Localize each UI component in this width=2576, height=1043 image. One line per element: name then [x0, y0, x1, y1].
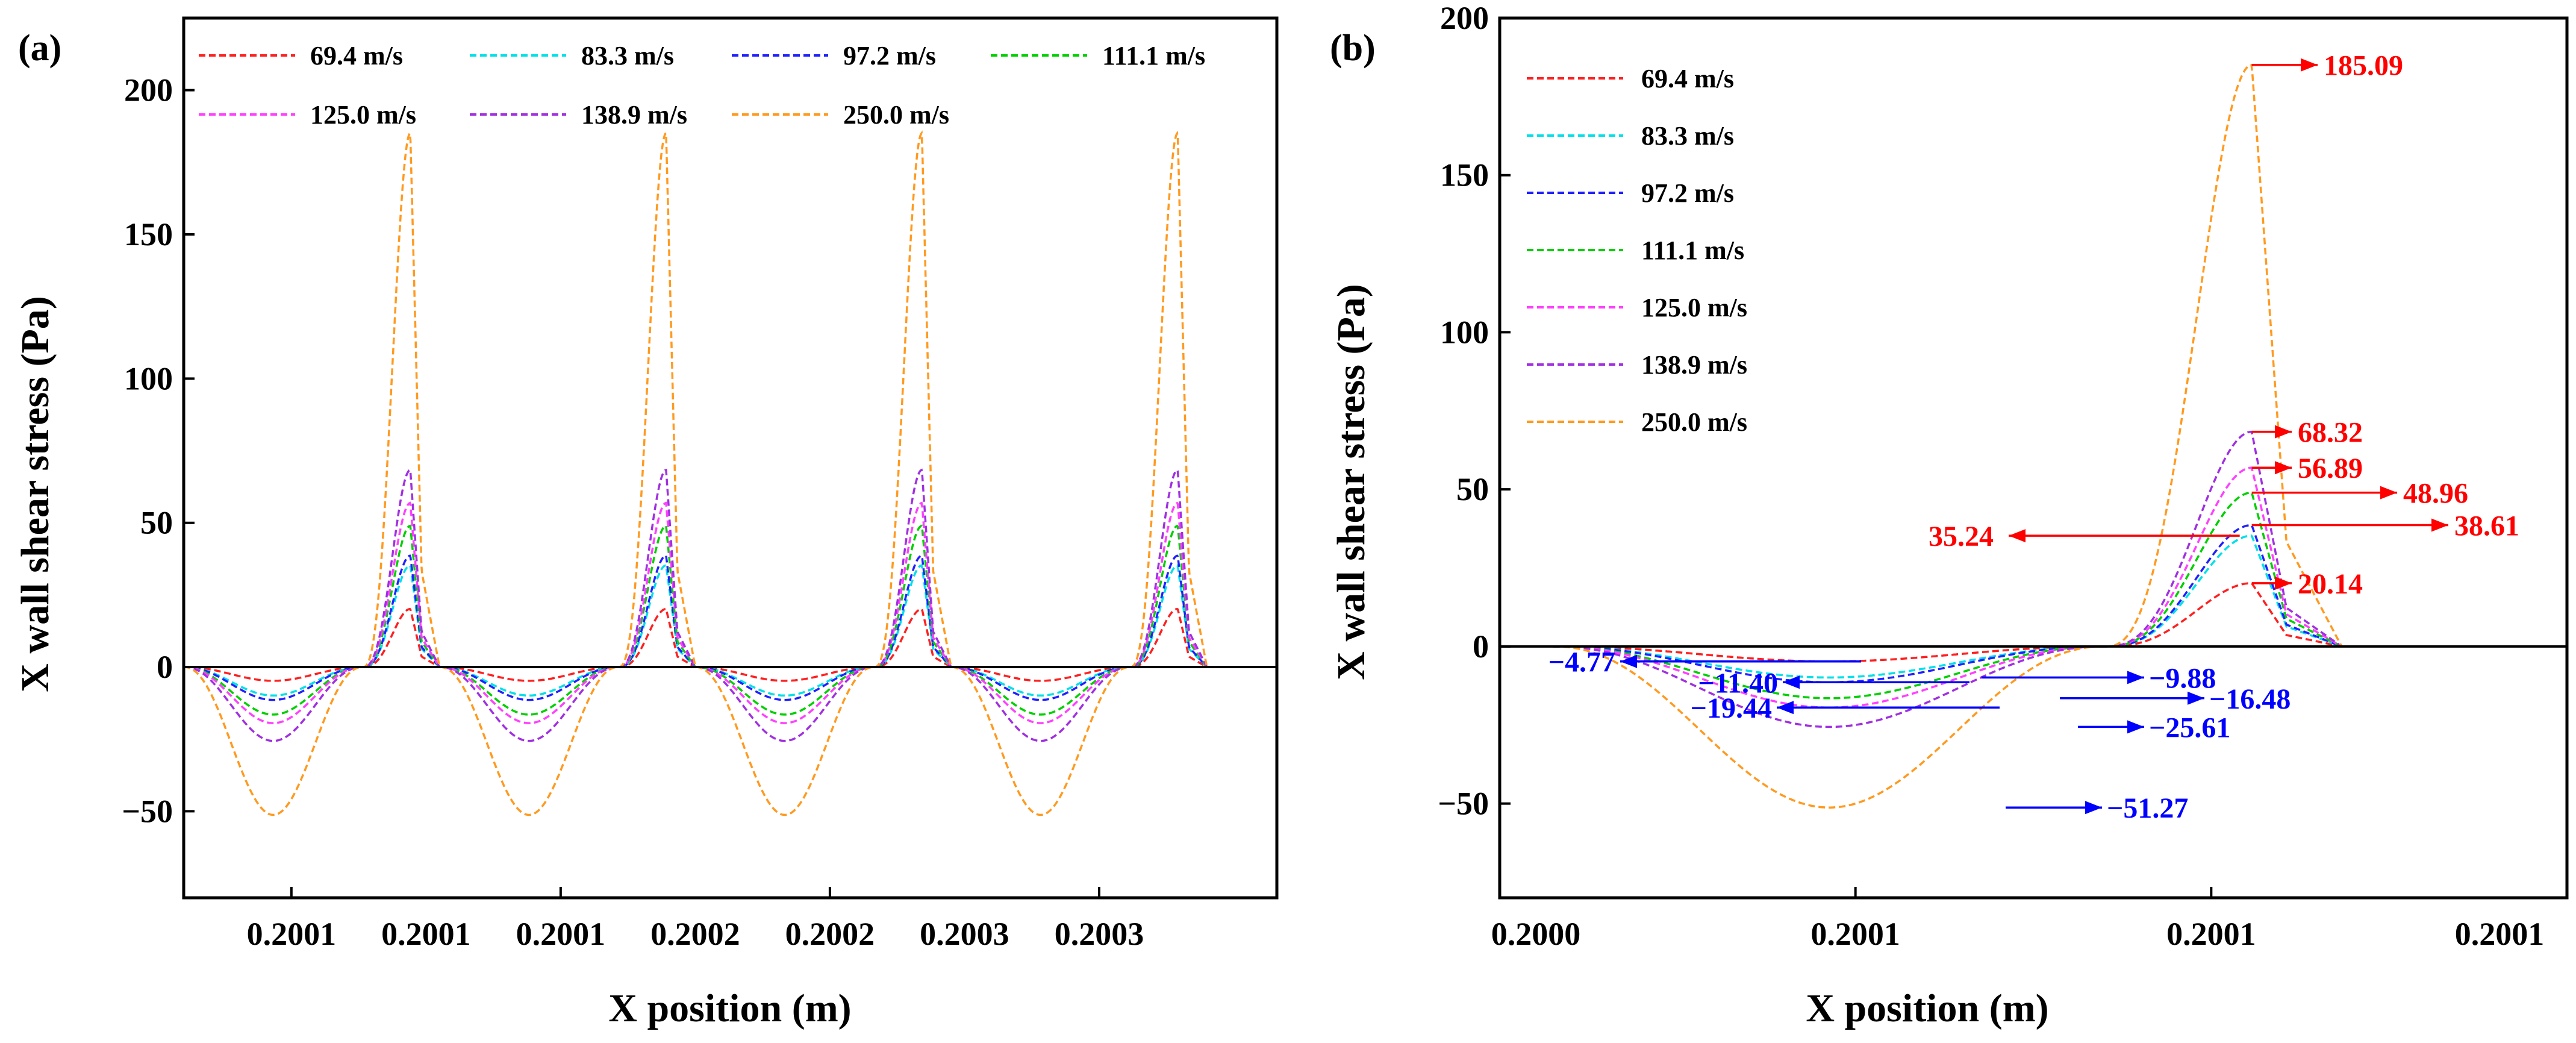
- panel-b-peak-arrow-2-head: [2275, 461, 2292, 475]
- panel-a-x-tick-label: 0.2001: [381, 916, 471, 952]
- panel-b-trough-arrow-4-head: [1777, 701, 1794, 715]
- panel-b-peak-label-2: 56.89: [2298, 453, 2363, 484]
- panel-b-x-ticks: 0.2000 0.2001 0.2001 0.2001: [1491, 887, 2568, 952]
- panel-b-series-line-5: [1553, 430, 2342, 728]
- panel-a-series-line-1: [183, 564, 1277, 697]
- panel-b-trough-label-1: −9.88: [2149, 662, 2216, 694]
- panel-b-plot-frame: [1498, 16, 2569, 900]
- panel-b-y-tick-label: 200: [1440, 0, 1489, 36]
- panel-b-trough-label-0: −4.77: [1548, 647, 1615, 678]
- panel-b-peak-arrow-3-head: [2380, 486, 2397, 500]
- panel-b-trough-label-4: −19.44: [1691, 692, 1772, 724]
- panel-b-peak-arrow-4-head: [2431, 518, 2448, 532]
- panel-a-x-tick-label: 0.2001: [516, 916, 606, 952]
- panel-a-y-axis-title: X wall shear stress (Pa): [13, 296, 57, 692]
- panel-a-x-tick-label: 0.2003: [920, 916, 1009, 952]
- panel-b-trough-label-5: −25.61: [2149, 712, 2230, 744]
- panel-b-y-axis-title: X wall shear stress (Pa): [1329, 284, 1373, 680]
- panel-a-y-tick-label: 150: [124, 216, 173, 252]
- panel-b-series-line-0: [1553, 582, 2342, 663]
- panel-b-x-tick-label: 0.2001: [2455, 916, 2545, 952]
- panel-a-y-tick-label: 50: [140, 505, 173, 541]
- panel-b-series-line-4: [1553, 466, 2342, 709]
- panel-a-y-tick-label: 100: [124, 360, 173, 396]
- panel-b-legend-label-4: 125.0 m/s: [1641, 293, 1747, 322]
- panel-b-y-ticks: −50 0 50 100 150 200: [1438, 0, 1511, 822]
- panel-b-legend-label-0: 69.4 m/s: [1641, 64, 1734, 93]
- panel-b-y-tick-label: 0: [1473, 628, 1489, 665]
- panel-b-curves: [1553, 63, 2343, 809]
- panel-a-legend-label-4: 125.0 m/s: [310, 100, 416, 130]
- panel-a-y-ticks: −50 0 50 100 150 200: [122, 72, 195, 829]
- panel-a-legend-label-3: 111.1 m/s: [1102, 41, 1205, 70]
- panel-a: −50 0 50 100 150 200 0.2001 0.2001 0.2001 0.2002…: [13, 16, 1279, 1030]
- panel-a-x-ticks: 0.2001 0.2001 0.2001 0.2002 0.2002 0.2003 0.20…: [247, 887, 1144, 952]
- panel-a-legend: 69.4 m/s 83.3 m/s 97.2 m/s 111.1 m/s 125.0 m…: [199, 41, 1205, 130]
- panel-b-trough-arrow-1-head: [2127, 671, 2144, 684]
- panel-b-peak-arrow-0-head: [2301, 58, 2318, 72]
- panel-a-x-tick-label: 0.2002: [650, 916, 740, 952]
- panel-b-trough-label-2: −11.40: [1698, 667, 1778, 699]
- panel-b-peak-label-4: 38.61: [2454, 510, 2519, 542]
- panel-b-x-tick-label: 0.2001: [1810, 916, 1900, 952]
- panel-b-x-tick-label: 0.2000: [1491, 916, 1581, 952]
- panel-b-legend-label-5: 138.9 m/s: [1641, 350, 1747, 380]
- panel-a-legend-label-6: 250.0 m/s: [843, 100, 949, 130]
- panel-a-x-tick-label: 0.2001: [247, 916, 337, 952]
- panel-b-peak-arrow-left-head: [2009, 529, 2026, 543]
- panel-b-y-tick-label: 100: [1440, 314, 1489, 350]
- panel-b-peak-label-left: 35.24: [1929, 521, 1994, 553]
- panel-a-series-line-5: [183, 468, 1277, 742]
- panel-b-label: (b): [1330, 28, 1376, 69]
- panel-b-y-tick-label: 150: [1440, 157, 1489, 193]
- panel-b-trough-arrow-3-head: [2188, 691, 2204, 705]
- panel-b-trough-arrow-2-head: [1783, 675, 1800, 689]
- panel-a-y-tick-label: 0: [157, 649, 173, 685]
- panel-a-legend-label-5: 138.9 m/s: [581, 100, 687, 130]
- panel-b-peak-label-1: 68.32: [2298, 417, 2363, 449]
- panel-a-legend-label-0: 69.4 m/s: [310, 41, 403, 70]
- panel-b-trough-arrow-0-head: [1620, 654, 1637, 668]
- panel-b-x-axis-title: X position (m): [1806, 986, 2048, 1030]
- panel-b-trough-label-3: −16.48: [2209, 683, 2291, 715]
- panel-a-legend-label-2: 97.2 m/s: [843, 41, 936, 70]
- panel-a-x-tick-label: 0.2002: [785, 916, 875, 952]
- panel-a-x-tick-label: 0.2003: [1055, 916, 1144, 952]
- panel-b-legend-label-2: 97.2 m/s: [1641, 178, 1734, 208]
- panel-b-trough-arrow-6-head: [2085, 801, 2102, 815]
- panel-b-legend-label-3: 111.1 m/s: [1641, 236, 1744, 265]
- panel-b-legend: 69.4 m/s 83.3 m/s 97.2 m/s 111.1 m/s 125.0 m…: [1527, 64, 1747, 437]
- panel-b-legend-label-1: 83.3 m/s: [1641, 121, 1734, 151]
- panel-b-peak-arrow-5-head: [2275, 576, 2292, 590]
- panel-a-plot-frame: [182, 16, 1279, 900]
- panel-b-series-line-3: [1553, 491, 2342, 700]
- panel-b-y-tick-label: −50: [1438, 786, 1489, 822]
- panel-b-y-tick-label: 50: [1456, 471, 1489, 507]
- panel-b-peak-label-5: 20.14: [2298, 568, 2363, 600]
- panel-b-peak-arrow-1-head: [2275, 425, 2292, 439]
- panel-a-legend-label-1: 83.3 m/s: [581, 41, 674, 70]
- panel-a-y-tick-label: 200: [124, 72, 173, 108]
- panel-b: −50 0 50 100 150 200 0.2000 0.2001 0.2001 0.2001…: [1329, 0, 2569, 1030]
- panel-a-y-tick-label: −50: [122, 793, 173, 829]
- panel-a-x-axis-title: X position (m): [608, 986, 851, 1030]
- panel-b-peak-label-0: 185.09: [2324, 50, 2403, 82]
- panel-b-trough-label-6: −51.27: [2107, 792, 2188, 824]
- panel-b-series-line-2: [1553, 524, 2342, 684]
- panel-b-x-tick-label: 0.2001: [2166, 916, 2256, 952]
- panel-a-label: (a): [18, 28, 61, 69]
- panel-b-legend-label-6: 250.0 m/s: [1641, 407, 1747, 437]
- panel-b-peak-label-3: 48.96: [2403, 478, 2468, 510]
- panel-b-trough-arrow-5-head: [2127, 720, 2144, 734]
